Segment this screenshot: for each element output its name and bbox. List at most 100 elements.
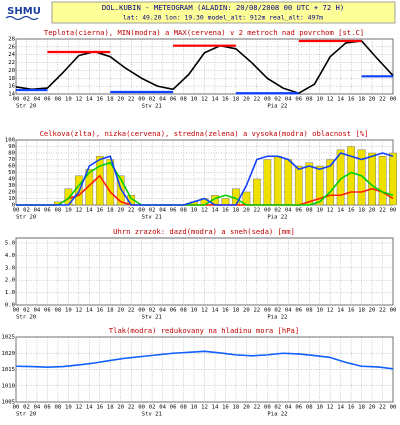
x-tick-label: 12 <box>327 405 334 411</box>
y-tick-label: 10 <box>8 196 15 202</box>
y-tick-label: 4.0 <box>5 253 15 259</box>
x-tick-label: 12 <box>75 208 82 214</box>
x-tick-label: 10 <box>316 405 323 411</box>
x-tick-label: 16 <box>348 308 355 314</box>
x-tick-label: 08 <box>55 208 62 214</box>
x-tick-label: 00 <box>390 97 397 103</box>
x-tick-label: 06 <box>170 208 177 214</box>
x-tick-label: 00 <box>13 97 20 103</box>
x-tick-label: 10 <box>65 97 72 103</box>
y-tick-label: 5.0 <box>5 240 15 246</box>
day-label: Stv 21 <box>142 104 162 110</box>
x-tick-label: 16 <box>96 97 103 103</box>
y-tick-label: 22 <box>8 60 15 66</box>
y-tick-label: 50 <box>8 170 15 176</box>
cloud-bar <box>347 146 355 206</box>
x-tick-label: 20 <box>369 308 376 314</box>
cloud-bar <box>85 169 94 206</box>
x-tick-label: 18 <box>358 405 365 411</box>
x-tick-label: 06 <box>44 308 51 314</box>
x-tick-label: 10 <box>191 208 198 214</box>
x-tick-label: 12 <box>201 308 208 314</box>
x-tick-label: 02 <box>23 308 30 314</box>
x-tick-label: 18 <box>233 97 240 103</box>
x-tick-label: 14 <box>212 405 219 411</box>
x-tick-label: 10 <box>191 97 198 103</box>
day-label: Str 20 <box>16 215 36 221</box>
y-tick-label: 60 <box>8 164 15 170</box>
x-tick-label: 20 <box>117 308 124 314</box>
x-tick-label: 08 <box>306 405 313 411</box>
x-tick-label: 02 <box>149 308 156 314</box>
x-tick-label: 10 <box>191 308 198 314</box>
x-tick-label: 00 <box>390 405 397 411</box>
x-tick-label: 06 <box>295 405 302 411</box>
x-tick-label: 20 <box>369 405 376 411</box>
cloud-bar <box>294 165 303 206</box>
series-line <box>15 350 394 370</box>
x-tick-label: 12 <box>201 208 208 214</box>
y-tick-label: 3.0 <box>5 265 15 271</box>
y-tick-label: 40 <box>8 177 15 183</box>
x-tick-label: 02 <box>274 405 281 411</box>
x-tick-label: 10 <box>316 97 323 103</box>
x-tick-label: 14 <box>212 208 219 214</box>
y-tick-label: 20 <box>8 68 15 74</box>
x-tick-label: 16 <box>348 405 355 411</box>
x-tick-label: 00 <box>13 308 20 314</box>
header-subtitle: lat: 49.20 lon: 19.30 model_alt: 912m re… <box>123 14 323 22</box>
x-tick-label: 18 <box>107 308 114 314</box>
x-tick-label: 04 <box>285 308 292 314</box>
cloud-bar <box>106 159 115 206</box>
x-tick-label: 04 <box>285 405 292 411</box>
x-tick-label: 12 <box>327 208 334 214</box>
x-tick-label: 20 <box>243 208 250 214</box>
x-tick-label: 18 <box>358 97 365 103</box>
panel-title: Tlak(modra) redukovany na hladinu mora [… <box>109 326 299 335</box>
x-tick-label: 20 <box>243 97 250 103</box>
x-tick-label: 14 <box>337 208 344 214</box>
x-tick-label: 06 <box>170 97 177 103</box>
x-tick-label: 14 <box>86 405 93 411</box>
y-tick-label: 0 <box>12 203 15 209</box>
day-label: Pia 22 <box>267 315 287 321</box>
x-tick-label: 06 <box>295 208 302 214</box>
x-tick-label: 18 <box>233 208 240 214</box>
cloud-bar <box>389 152 397 206</box>
x-tick-label: 20 <box>369 97 376 103</box>
x-tick-label: 22 <box>128 97 135 103</box>
x-tick-label: 00 <box>13 405 20 411</box>
series-line <box>16 152 394 206</box>
x-tick-label: 16 <box>96 208 103 214</box>
x-tick-label: 22 <box>379 97 386 103</box>
y-tick-label: 100 <box>5 138 15 144</box>
x-tick-label: 12 <box>75 405 82 411</box>
y-tick-label: 1005 <box>2 400 15 406</box>
x-tick-label: 12 <box>201 97 208 103</box>
x-tick-label: 06 <box>170 308 177 314</box>
cloud-bar <box>326 159 335 206</box>
x-tick-label: 06 <box>44 97 51 103</box>
x-tick-label: 10 <box>191 405 198 411</box>
x-tick-label: 08 <box>55 308 62 314</box>
x-tick-label: 12 <box>201 405 208 411</box>
x-tick-label: 20 <box>243 405 250 411</box>
x-tick-label: 00 <box>13 208 20 214</box>
panel-title: Teplota(cierna), MIN(modra) a MAX(cerven… <box>44 28 364 37</box>
x-tick-label: 22 <box>253 405 260 411</box>
x-tick-label: 00 <box>264 308 271 314</box>
day-label: Str 20 <box>16 315 36 321</box>
y-tick-label: 0.0 <box>5 303 15 309</box>
x-tick-label: 08 <box>180 308 187 314</box>
cloud-bar <box>357 149 366 206</box>
y-tick-label: 30 <box>8 183 15 189</box>
x-tick-label: 08 <box>180 405 187 411</box>
x-tick-label: 04 <box>285 97 292 103</box>
x-tick-label: 14 <box>86 208 93 214</box>
cloud-bar <box>273 156 282 206</box>
day-label: Pia 22 <box>267 215 287 221</box>
cloud-bar <box>221 198 230 206</box>
x-tick-label: 00 <box>390 208 397 214</box>
day-label: Pia 22 <box>267 104 287 110</box>
x-tick-label: 00 <box>264 97 271 103</box>
